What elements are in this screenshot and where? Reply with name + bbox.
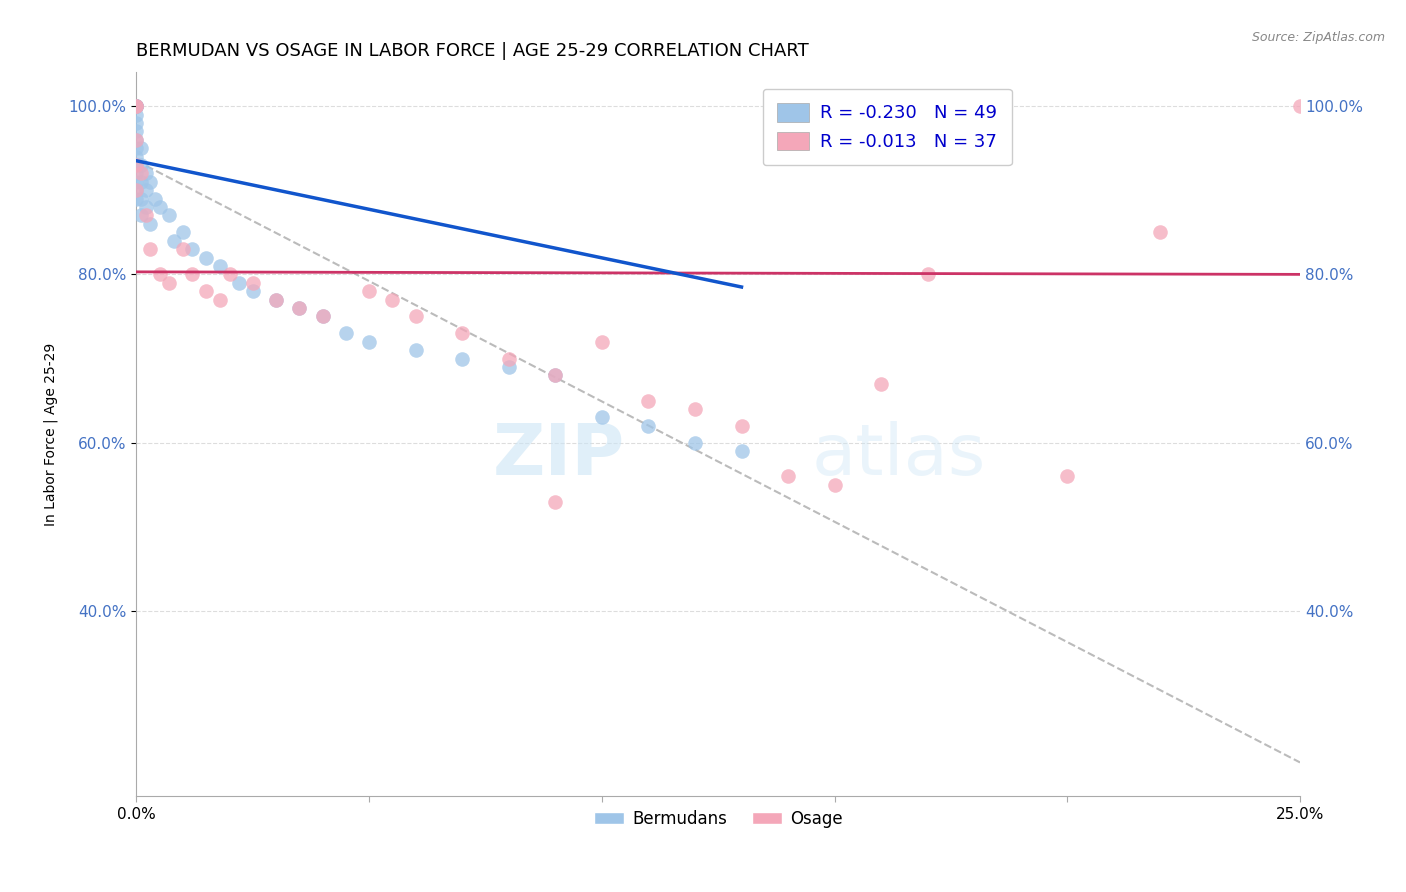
Point bbox=[125, 133, 148, 147]
Point bbox=[359, 334, 381, 349]
Point bbox=[917, 268, 939, 282]
Point bbox=[181, 268, 204, 282]
Point bbox=[125, 150, 148, 164]
Point bbox=[125, 166, 148, 180]
Point bbox=[125, 133, 148, 147]
Point bbox=[125, 99, 148, 113]
Point bbox=[129, 141, 152, 155]
Point bbox=[143, 192, 166, 206]
Point bbox=[405, 343, 427, 358]
Point bbox=[157, 276, 180, 290]
Point bbox=[139, 175, 162, 189]
Point bbox=[776, 469, 799, 483]
Point bbox=[125, 183, 148, 197]
Point bbox=[125, 99, 148, 113]
Point bbox=[824, 477, 846, 491]
Point bbox=[1149, 225, 1171, 239]
Point bbox=[129, 175, 152, 189]
Point bbox=[125, 124, 148, 138]
Point bbox=[498, 351, 520, 366]
Legend: Bermudans, Osage: Bermudans, Osage bbox=[586, 804, 849, 835]
Point bbox=[125, 158, 148, 172]
Point bbox=[129, 192, 152, 206]
Point bbox=[139, 217, 162, 231]
Point bbox=[163, 234, 186, 248]
Point bbox=[242, 276, 264, 290]
Point bbox=[135, 166, 157, 180]
Point bbox=[544, 368, 567, 383]
Point bbox=[218, 268, 240, 282]
Point bbox=[311, 310, 333, 324]
Point bbox=[157, 209, 180, 223]
Point bbox=[335, 326, 357, 341]
Point bbox=[135, 200, 157, 214]
Point bbox=[129, 166, 152, 180]
Point bbox=[451, 326, 474, 341]
Point bbox=[242, 284, 264, 298]
Point bbox=[125, 183, 148, 197]
Point bbox=[125, 158, 148, 172]
Point bbox=[135, 183, 157, 197]
Point bbox=[181, 242, 204, 256]
Point bbox=[405, 310, 427, 324]
Point bbox=[139, 242, 162, 256]
Point bbox=[498, 359, 520, 374]
Point bbox=[870, 376, 893, 391]
Point bbox=[288, 301, 311, 315]
Point bbox=[381, 293, 404, 307]
Point bbox=[125, 116, 148, 130]
Point bbox=[683, 435, 706, 450]
Point bbox=[1289, 99, 1312, 113]
Point bbox=[264, 293, 287, 307]
Point bbox=[311, 310, 333, 324]
Point bbox=[129, 209, 152, 223]
Point bbox=[544, 494, 567, 508]
Point bbox=[125, 141, 148, 155]
Y-axis label: In Labor Force | Age 25-29: In Labor Force | Age 25-29 bbox=[44, 343, 58, 526]
Point bbox=[359, 284, 381, 298]
Text: ZIP: ZIP bbox=[494, 421, 626, 491]
Point bbox=[125, 175, 148, 189]
Point bbox=[264, 293, 287, 307]
Point bbox=[209, 293, 232, 307]
Point bbox=[1056, 469, 1078, 483]
Text: Source: ZipAtlas.com: Source: ZipAtlas.com bbox=[1251, 31, 1385, 45]
Point bbox=[209, 259, 232, 273]
Point bbox=[135, 209, 157, 223]
Point bbox=[125, 99, 148, 113]
Point bbox=[544, 368, 567, 383]
Point bbox=[637, 418, 659, 433]
Point bbox=[149, 268, 172, 282]
Text: atlas: atlas bbox=[811, 421, 986, 491]
Point bbox=[172, 225, 194, 239]
Point bbox=[451, 351, 474, 366]
Point bbox=[683, 402, 706, 417]
Point bbox=[195, 284, 218, 298]
Point bbox=[730, 444, 752, 458]
Point bbox=[730, 418, 752, 433]
Point bbox=[125, 99, 148, 113]
Point bbox=[125, 99, 148, 113]
Point bbox=[228, 276, 250, 290]
Point bbox=[591, 410, 613, 425]
Point bbox=[172, 242, 194, 256]
Text: BERMUDAN VS OSAGE IN LABOR FORCE | AGE 25-29 CORRELATION CHART: BERMUDAN VS OSAGE IN LABOR FORCE | AGE 2… bbox=[136, 42, 810, 60]
Point bbox=[125, 99, 148, 113]
Point bbox=[129, 158, 152, 172]
Point bbox=[125, 107, 148, 121]
Point bbox=[125, 192, 148, 206]
Point bbox=[125, 99, 148, 113]
Point bbox=[637, 393, 659, 408]
Point bbox=[149, 200, 172, 214]
Point bbox=[195, 251, 218, 265]
Point bbox=[591, 334, 613, 349]
Point bbox=[288, 301, 311, 315]
